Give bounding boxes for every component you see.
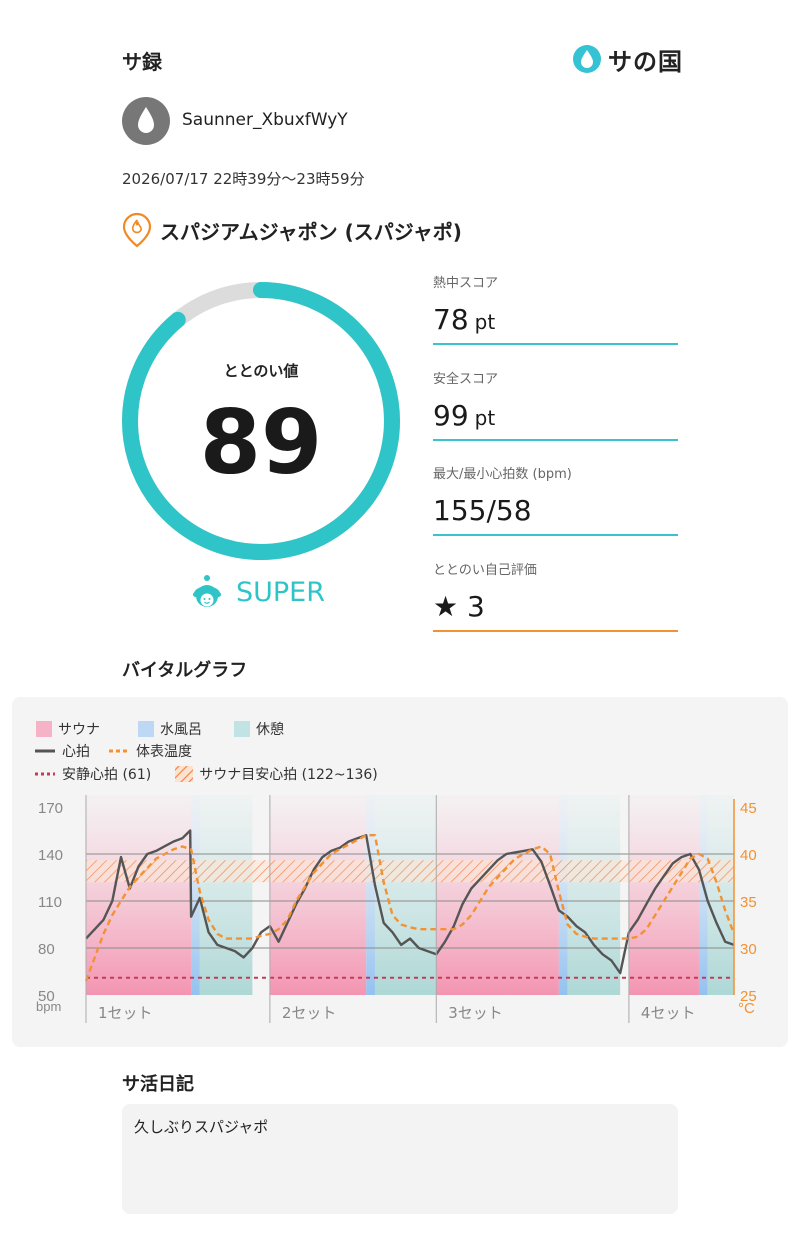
legend-line-body-temp [109, 749, 129, 753]
grade-label: SUPER [236, 576, 326, 608]
stat-self-rating: ととのい自己評価 ★ 3 [433, 559, 678, 632]
diary-text-box: 久しぶりスパジャポ [122, 1104, 678, 1214]
facility-name: スパジアムジャポン (スパジャポ) [160, 219, 462, 244]
phase-rest [567, 795, 621, 995]
right-tick-label: 25 [740, 988, 757, 1005]
legend-row-references: 安静心拍 (61) サウナ目安心拍 (122~136) [34, 764, 378, 784]
left-tick-label: 140 [38, 847, 63, 864]
sauna-hat-icon [193, 575, 221, 607]
left-tick-label: 170 [38, 800, 63, 817]
legend-sauna: サウナ [58, 722, 100, 738]
stat-value: 155/58 [433, 494, 532, 527]
phase-rest [374, 795, 437, 995]
graph-title: バイタルグラフ [122, 660, 248, 681]
star-icon: ★ [433, 590, 459, 623]
stat-label: 安全スコア [433, 372, 499, 387]
heart-rate-series [85, 829, 735, 975]
score-ring-progress [122, 282, 400, 560]
legend-body-temp: 体表温度 [136, 744, 192, 760]
stat-heart-rate: 最大/最小心拍数 (bpm) 155/58 [433, 463, 678, 536]
set-label: 3セット [448, 1004, 503, 1022]
session-datetime: 2026/07/17 22時39分〜23時59分 [122, 170, 365, 188]
left-unit-label: bpm [36, 999, 61, 1014]
stat-label: ととのい自己評価 [433, 563, 537, 578]
phase-cold-bath [366, 795, 375, 995]
app-logo: サの国 [572, 42, 683, 76]
phase-sauna [628, 795, 699, 995]
legend-row-phases: サウナ 水風呂 休憩 [36, 719, 284, 739]
grade: SUPER [190, 574, 325, 610]
vital-graph-panel: サウナ 水風呂 休憩 心拍 体表温度 安静心拍 (61) サウナ目安心拍 (12… [12, 697, 788, 1047]
location-pin-icon [122, 212, 152, 248]
left-tick-label: 80 [38, 941, 55, 958]
legend-swatch-target-hr [175, 766, 194, 782]
facility[interactable]: スパジアムジャポン (スパジャポ) [122, 212, 462, 248]
divider [433, 534, 678, 536]
page-title: サ録 [122, 50, 162, 74]
vital-chart: 170 140 110 80 50 45 40 35 30 25 bpm °C 1セット 2セット 3セット… [36, 795, 757, 1023]
phase-sauna [436, 795, 559, 995]
set-label: 2セット [282, 1004, 337, 1022]
stat-unit: pt [474, 406, 496, 430]
legend-heart-rate: 心拍 [62, 744, 90, 760]
legend-swatch-sauna [36, 721, 52, 737]
legend-swatch-rest [234, 721, 250, 737]
avatar[interactable] [122, 97, 170, 145]
target-hr-band [86, 860, 734, 883]
score-value: 89 [199, 391, 323, 494]
set-label: 4セット [641, 1004, 696, 1022]
stat-unit: pt [474, 310, 496, 334]
phase-rest [707, 795, 734, 995]
legend-rest: 休憩 [256, 722, 284, 738]
stat-label: 最大/最小心拍数 (bpm) [433, 467, 572, 482]
stat-value: 78 [433, 303, 469, 336]
right-tick-label: 30 [740, 941, 757, 958]
legend-line-heart-rate [35, 749, 55, 753]
stat-label: 熱中スコア [433, 276, 499, 291]
score-label: ととのい値 [223, 362, 299, 380]
right-unit-label: °C [738, 1000, 755, 1017]
right-tick-label: 45 [740, 800, 757, 817]
logo-text: サの国 [608, 47, 683, 76]
phase-cold-bath [698, 795, 708, 995]
divider [433, 343, 678, 345]
phase-sauna [86, 795, 192, 995]
legend-row-lines: 心拍 体表温度 [34, 741, 192, 761]
username[interactable]: Saunner_XbuxfWyY [182, 110, 348, 130]
stat-heat-score: 熱中スコア 78 pt [433, 272, 678, 345]
phase-cold-bath [191, 795, 200, 995]
left-tick-label: 110 [38, 894, 62, 911]
diary-text: 久しぶりスパジャポ [134, 1118, 269, 1136]
drop-avatar-icon [138, 107, 154, 133]
score-ring [122, 282, 400, 560]
water-drop-icon [573, 45, 601, 73]
legend-cold-bath: 水風呂 [160, 722, 202, 738]
phase-cold-bath [558, 795, 568, 995]
set-label: 1セット [98, 1004, 153, 1022]
divider [433, 439, 678, 441]
stat-safety-score: 安全スコア 99 pt [433, 368, 678, 441]
phase-rest [199, 795, 253, 995]
diary-title: サ活日記 [122, 1074, 194, 1095]
right-tick-label: 40 [740, 847, 757, 864]
right-tick-label: 35 [740, 894, 757, 911]
legend-swatch-cold-bath [138, 721, 154, 737]
phase-sauna [269, 795, 367, 995]
body-temp-series [84, 833, 736, 982]
left-tick-label: 50 [38, 988, 55, 1005]
divider [433, 630, 678, 632]
stat-value: 3 [467, 590, 485, 623]
legend-target-hr: サウナ目安心拍 (122~136) [199, 767, 378, 783]
stat-value: 99 [433, 399, 469, 432]
legend-resting-hr: 安静心拍 (61) [62, 767, 152, 783]
